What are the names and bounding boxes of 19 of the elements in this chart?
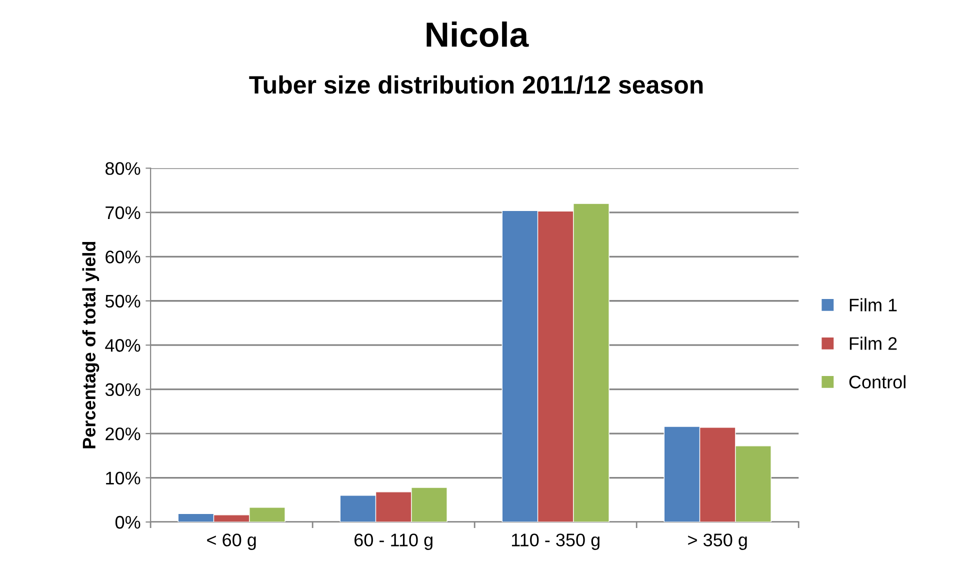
y-tick-label: 0%	[115, 516, 140, 529]
y-tick-label: 40%	[105, 339, 140, 352]
x-tick-label: 110 - 350 g	[512, 534, 600, 550]
x-tick-label: > 350 g	[688, 534, 747, 550]
x-tick-label: 60 - 110 g	[354, 534, 432, 550]
y-tick-label: 60%	[106, 250, 140, 264]
y-tick-label: 20%	[106, 427, 140, 440]
y-tick-label: 70%	[106, 206, 140, 220]
y-tick-label: 10%	[106, 472, 140, 484]
y-tick-label: 80%	[106, 162, 140, 175]
legend-label: Film 1	[850, 298, 897, 312]
y-axis-title: Percentage of total yield	[82, 242, 100, 448]
chart-title: Nicola	[426, 22, 529, 48]
x-tick-label: < 60 g	[207, 534, 256, 550]
legend-label: Control	[849, 375, 906, 388]
chart-subtitle: Tuber size distribution 2011/12 season	[249, 75, 703, 94]
y-tick-label: 30%	[105, 383, 140, 396]
y-tick-label: 50%	[105, 294, 140, 308]
legend-label: Film 2	[850, 336, 897, 350]
